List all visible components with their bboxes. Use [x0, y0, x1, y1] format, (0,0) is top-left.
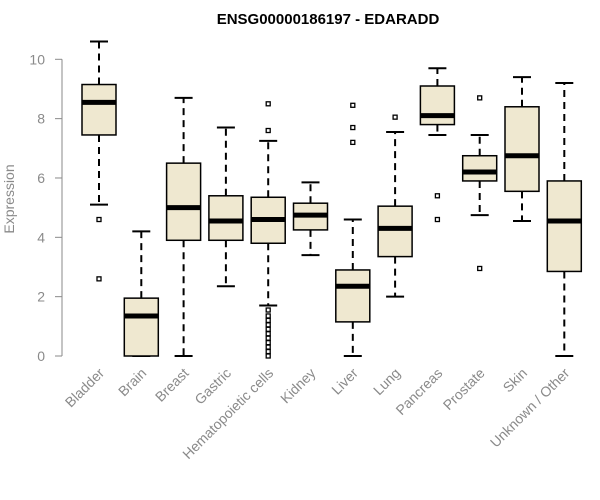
box-breast: [165, 96, 202, 357]
iqr-box: [546, 180, 583, 273]
x-tick-label: Prostate: [440, 365, 488, 413]
iqr-box: [208, 195, 244, 242]
y-tick-label: 2: [37, 289, 45, 305]
y-tick-label: 4: [37, 229, 45, 245]
box-unknown-other: [546, 82, 583, 357]
outlier-point: [265, 127, 271, 134]
x-tick-label: Brain: [115, 365, 149, 399]
x-tick-label: Liver: [328, 365, 361, 398]
x-tick-label: Lung: [370, 365, 403, 398]
outlier-point: [265, 353, 271, 359]
iqr-box: [377, 205, 413, 258]
outlier-point: [434, 193, 441, 199]
box-brain: [123, 230, 160, 357]
box-prostate: [461, 95, 498, 272]
outlier-point: [434, 216, 441, 223]
box-lung: [377, 114, 413, 298]
outlier-point: [392, 114, 398, 120]
x-tick-label: Skin: [500, 365, 531, 396]
outlier-point: [265, 331, 271, 337]
outlier-point: [265, 339, 271, 346]
outlier-point: [265, 322, 271, 328]
box-pancreas: [419, 67, 456, 223]
outlier-point: [265, 307, 271, 313]
x-tick-label: Bladder: [62, 365, 108, 411]
outlier-point: [350, 102, 356, 108]
iqr-box: [419, 85, 456, 126]
y-axis: 0 2 4 6 8 10: [29, 51, 63, 364]
outlier-point: [265, 335, 271, 341]
box-bladder: [81, 40, 117, 282]
x-tick-label: Pancreas: [392, 365, 445, 418]
outlier-point: [350, 124, 356, 131]
box-series: [81, 40, 583, 359]
outlier-point: [265, 313, 271, 319]
iqr-box: [335, 269, 371, 323]
outlier-point: [477, 95, 483, 101]
box-gastric: [208, 126, 244, 288]
iqr-box: [504, 106, 540, 193]
y-tick-label: 10: [29, 51, 45, 67]
outlier-point: [265, 101, 271, 107]
x-tick-label: Unknown / Other: [487, 365, 573, 451]
iqr-box: [81, 83, 117, 136]
outlier-point: [265, 348, 271, 355]
outlier-point: [350, 139, 356, 146]
box-kidney: [292, 181, 329, 257]
outlier-point: [265, 317, 271, 324]
iqr-box: [165, 162, 202, 242]
outlier-point: [265, 326, 271, 332]
y-axis-label: Expression: [1, 164, 17, 233]
outlier-point: [477, 265, 483, 272]
box-liver: [335, 102, 371, 357]
y-tick-label: 6: [37, 170, 45, 186]
y-tick-label: 8: [37, 111, 45, 127]
box-skin: [504, 76, 540, 223]
outlier-point: [96, 216, 102, 223]
iqr-box: [461, 154, 498, 182]
box-hematopoietic-cells: [250, 101, 286, 359]
outlier-point: [96, 276, 102, 282]
y-tick-label: 0: [37, 348, 45, 364]
x-tick-label: Breast: [152, 365, 192, 405]
x-tick-label: Kidney: [277, 365, 319, 407]
iqr-box: [123, 297, 160, 357]
outlier-point: [265, 344, 271, 350]
chart-title: ENSG00000186197 - EDARADD: [217, 11, 440, 28]
